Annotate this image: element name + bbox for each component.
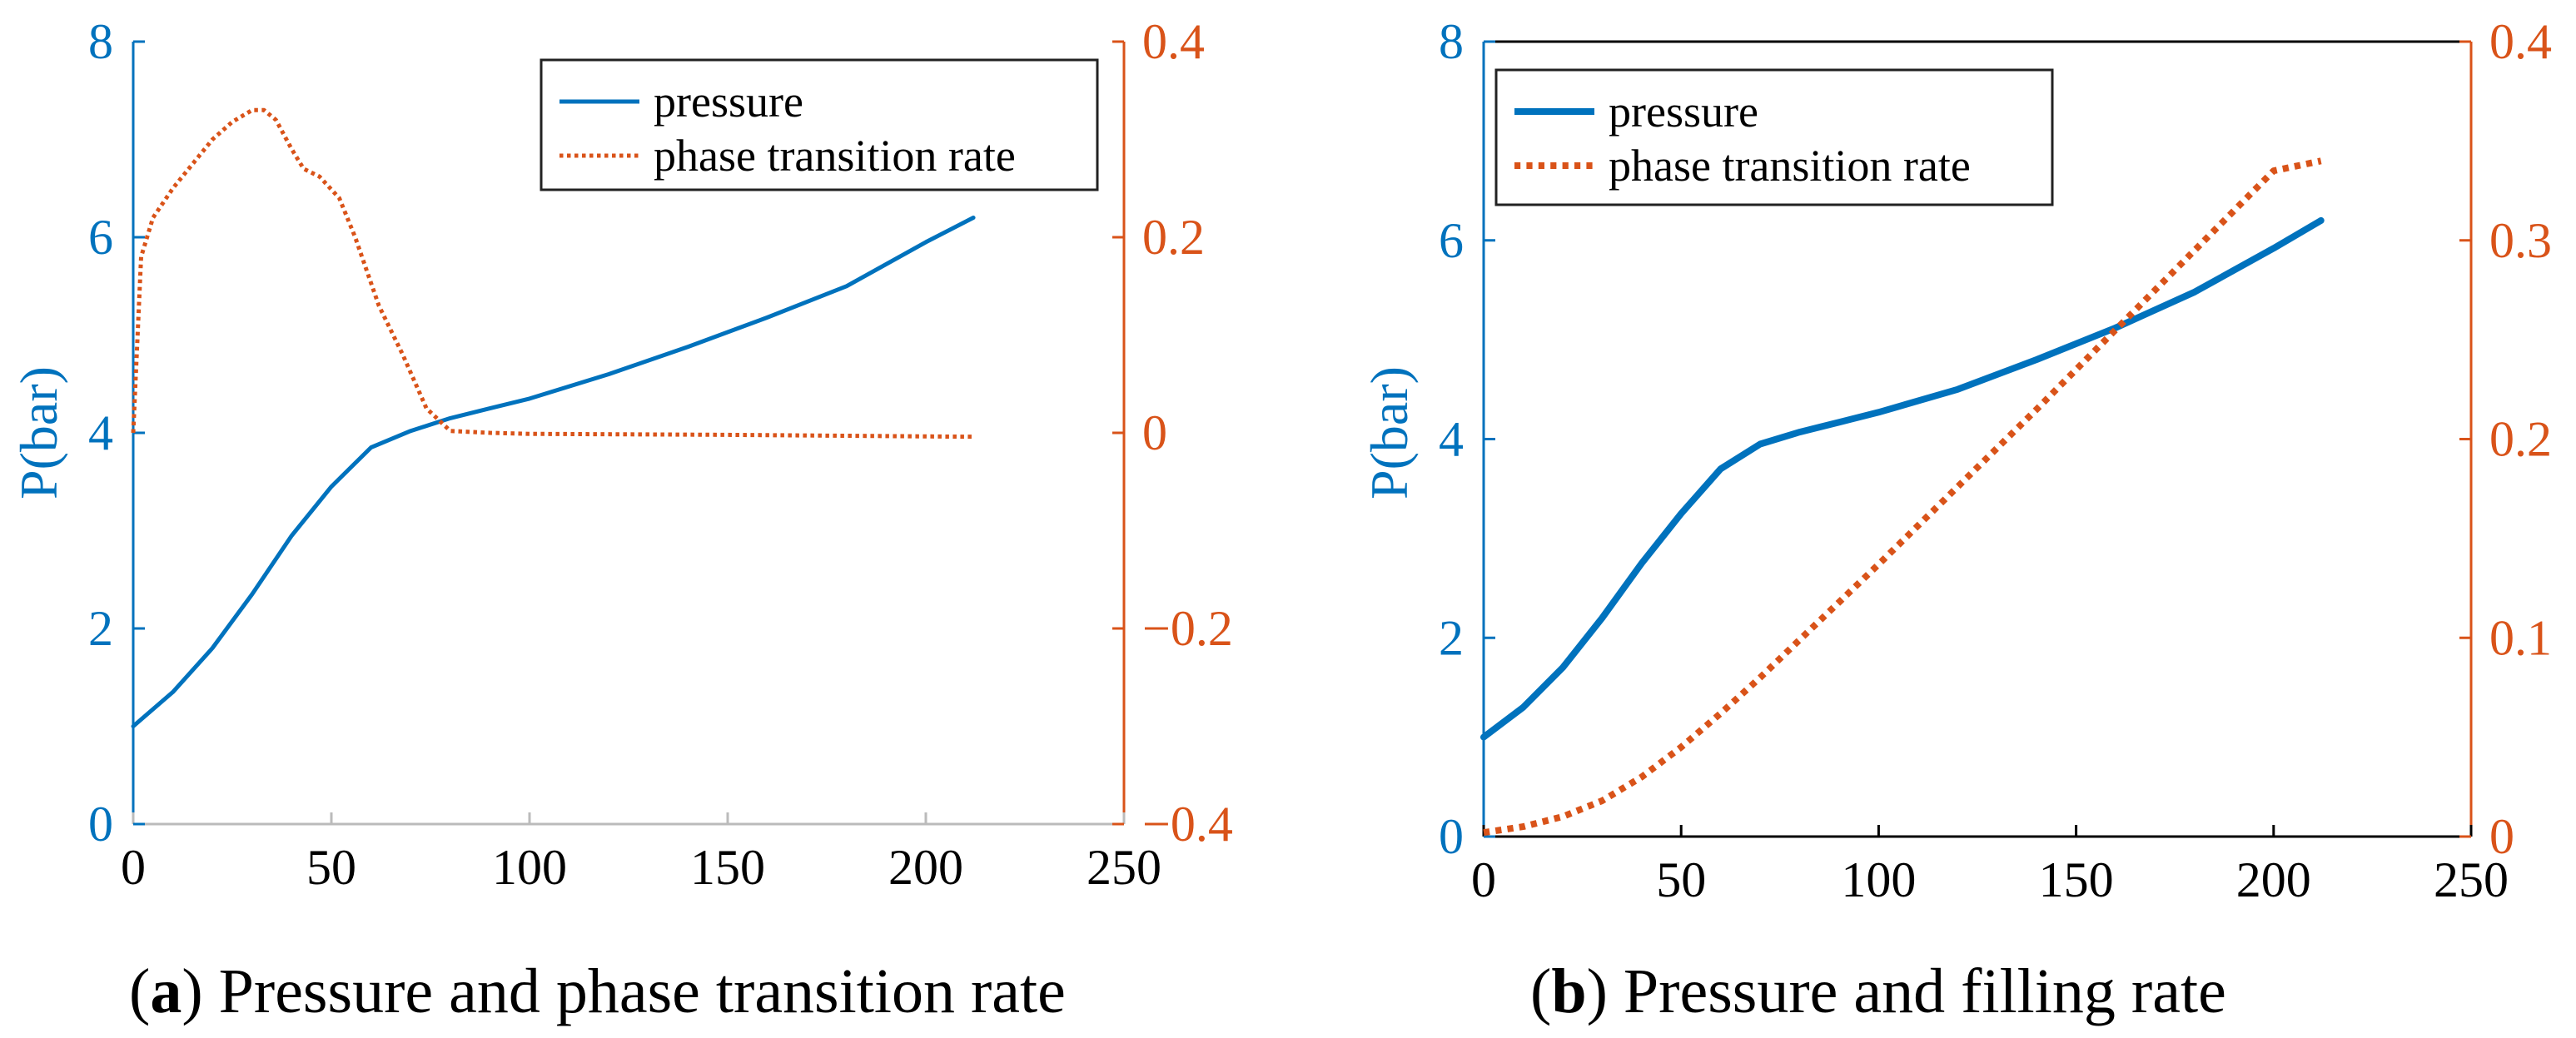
legend-box <box>540 58 1099 191</box>
x-tick-label: 250 <box>1087 840 1161 895</box>
x-tick-label: 50 <box>306 840 356 895</box>
y-right-tick-label: 0.4 <box>2489 14 2552 69</box>
x-tick-label: 100 <box>1841 852 1916 907</box>
chart-panel-b: 0 50 100 150 200 2500246800.10.20.30.4P(bar)p… <box>1360 14 2552 907</box>
y-axis-label: P(bar) <box>9 366 68 499</box>
x-tick-label: 200 <box>888 840 963 895</box>
x-tick-label: 0 <box>1471 852 1496 907</box>
legend-label: pressure <box>1609 87 1758 137</box>
y-left-tick-label: 2 <box>88 601 113 656</box>
y-left-tick-label: 6 <box>1439 213 1464 268</box>
y-left-tick-label: 8 <box>88 14 113 69</box>
rate-series-line <box>1483 157 2322 837</box>
y-right-tick-label: 0 <box>2489 809 2514 864</box>
y-left-tick-label: 0 <box>88 797 113 852</box>
x-tick-label: 200 <box>2236 852 2311 907</box>
y-right-tick-label: −0.2 <box>1142 601 1233 656</box>
y-right-tick-label: 0.2 <box>1142 210 1205 265</box>
y-right-tick-label: 0 <box>1142 405 1167 460</box>
caption-a-text: Pressure and phase transition rate <box>218 956 1066 1026</box>
caption-b: (b) Pressure and filling rate <box>1530 956 2226 1026</box>
x-tick-label: 100 <box>492 840 567 895</box>
legend-label: phase transition rate <box>654 131 1016 181</box>
caption-a-letter: a <box>150 956 182 1026</box>
chart-panel-a: 0 50 100 150 200 250 0 2 4 6 8 −0.4 −0.2 0 0.2 0.4 P(bar… <box>9 14 1233 895</box>
x-tick-label: 250 <box>2434 852 2509 907</box>
y-right-tick-label: −0.4 <box>1142 797 1233 852</box>
x-tick-label: 150 <box>690 840 765 895</box>
y-left-tick-label: 2 <box>1439 610 1464 665</box>
caption-b-text: Pressure and filling rate <box>1623 956 2226 1026</box>
legend-label: pressure <box>654 77 803 127</box>
y-right-tick-label: 0.4 <box>1142 14 1205 69</box>
y-right-tick-label: 0.2 <box>2489 412 2552 467</box>
y-left-tick-label: 6 <box>88 210 113 265</box>
y-left-tick-label: 4 <box>88 405 113 460</box>
pressure-series-line <box>1480 216 2325 741</box>
y-right-tick-label: 0.1 <box>2489 610 2552 665</box>
x-tick-label: 50 <box>1656 852 1706 907</box>
x-tick-label: 0 <box>121 840 146 895</box>
y-left-tick-label: 0 <box>1439 809 1464 864</box>
y-right-tick-label: 0.3 <box>2489 213 2552 268</box>
y-axis-label: P(bar) <box>1360 366 1419 499</box>
y-left-tick-label: 4 <box>1439 412 1464 467</box>
pressure-series-line <box>131 216 976 728</box>
legend-box <box>1494 68 2054 206</box>
caption-a: (a) Pressure and phase transition rate <box>129 956 1066 1026</box>
x-tick-label: 150 <box>2039 852 2114 907</box>
caption-b-letter: b <box>1551 956 1587 1026</box>
legend-label: phase transition rate <box>1609 141 1971 191</box>
y-left-tick-label: 8 <box>1439 14 1464 69</box>
